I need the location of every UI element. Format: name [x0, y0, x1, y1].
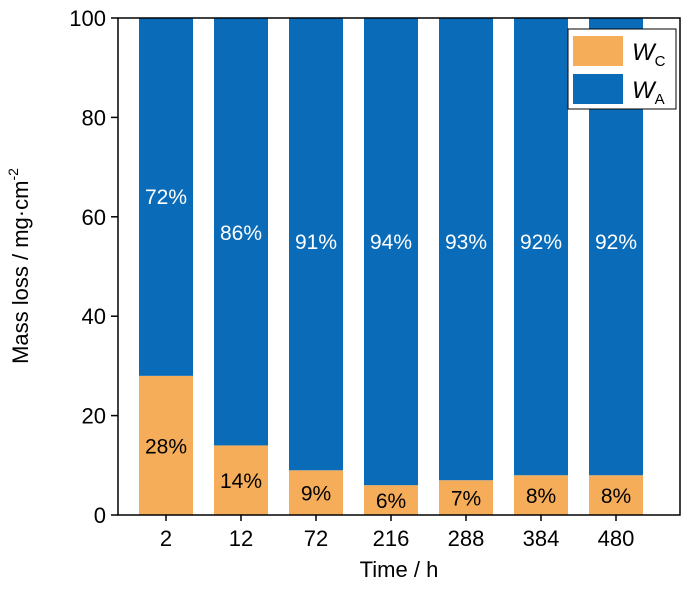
data-label-wc-288: 7%	[451, 488, 481, 511]
data-label-wc-384: 8%	[526, 485, 556, 508]
y-axis-title: Mass loss / mg·cm-2	[5, 168, 33, 364]
y-tick-label-100: 100	[69, 6, 106, 31]
bar-wa-12	[214, 18, 268, 446]
y-tick-label-20: 20	[82, 404, 106, 429]
bar-wa-216	[364, 18, 418, 486]
x-tick-label-72: 72	[304, 526, 328, 551]
x-tick-label-2: 2	[160, 526, 172, 551]
data-label-wa-72: 91%	[295, 231, 337, 254]
bar-wa-2	[139, 18, 193, 376]
y-tick-label-0: 0	[94, 503, 106, 528]
data-label-wa-2: 72%	[145, 186, 187, 209]
bar-wc-2	[139, 375, 193, 515]
y-tick-label-80: 80	[82, 105, 106, 130]
bar-wc-480	[589, 475, 643, 515]
bar-wa-384	[514, 18, 568, 476]
data-label-wa-12: 86%	[220, 222, 262, 245]
data-label-wa-384: 92%	[520, 231, 562, 254]
y-tick-label-60: 60	[82, 205, 106, 230]
legend-label-wa: WA	[632, 77, 665, 108]
bars-layer	[139, 18, 643, 515]
x-axis-title: Time / h	[360, 557, 439, 582]
bar-wa-288	[439, 18, 493, 481]
bar-wc-72	[289, 470, 343, 515]
legend: WC WA	[567, 28, 677, 110]
legend-label-wc: WC	[632, 39, 666, 70]
bar-wc-288	[439, 480, 493, 515]
plot-frame	[117, 17, 681, 516]
bar-wc-384	[514, 475, 568, 515]
data-label-wc-216: 6%	[376, 490, 406, 513]
data-label-wc-2: 28%	[145, 435, 187, 458]
legend-swatch-wc	[573, 36, 623, 66]
data-label-wc-72: 9%	[301, 483, 331, 506]
x-tick-label-480: 480	[598, 526, 635, 551]
data-label-wc-480: 8%	[601, 485, 631, 508]
data-label-wa-216: 94%	[370, 231, 412, 254]
bar-wa-72	[289, 18, 343, 471]
bar-wc-216	[364, 485, 418, 515]
x-tick-label-216: 216	[373, 526, 410, 551]
x-tick-label-384: 384	[523, 526, 560, 551]
data-label-wa-288: 93%	[445, 231, 487, 254]
axes-layer: 2 12 72 216 288 384 480 0 20 40 60 80 100	[69, 6, 634, 551]
data-labels-layer: 28% 72% 14% 86% 9% 91% 6% 94% 7% 93% 8% 92% 8% 92%	[145, 186, 637, 513]
legend-swatch-wa	[573, 74, 623, 104]
y-tick-label-40: 40	[82, 304, 106, 329]
data-label-wc-12: 14%	[220, 470, 262, 493]
bar-wc-12	[214, 445, 268, 515]
data-label-wa-480: 92%	[595, 231, 637, 254]
x-tick-label-288: 288	[448, 526, 485, 551]
x-tick-label-12: 12	[229, 526, 253, 551]
